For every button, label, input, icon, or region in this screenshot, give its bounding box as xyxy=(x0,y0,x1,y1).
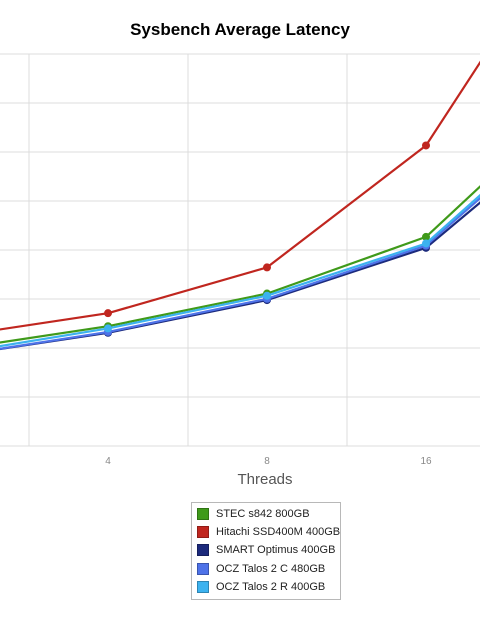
x-tick-label: 16 xyxy=(420,456,432,467)
legend-label: STEC s842 800GB xyxy=(216,508,310,521)
legend-swatch xyxy=(197,580,209,593)
series-line xyxy=(0,196,480,350)
legend-item: OCZ Talos 2 C 480GB xyxy=(192,560,340,578)
series xyxy=(0,185,480,344)
legend-swatch xyxy=(197,526,209,539)
data-point xyxy=(422,239,430,248)
data-point xyxy=(263,263,271,272)
grid-lines xyxy=(0,53,480,447)
legend-item: OCZ Talos 2 R 400GB xyxy=(192,578,340,596)
legend: STEC s842 800GB Hitachi SSD400M 400GB SM… xyxy=(191,502,341,600)
legend-item: SMART Optimus 400GB xyxy=(192,541,340,559)
series-line xyxy=(0,185,480,344)
chart-title: Sysbench Average Latency xyxy=(130,20,350,39)
series xyxy=(0,201,480,351)
series-line xyxy=(0,60,480,331)
data-point xyxy=(104,309,112,318)
x-tick-label: 8 xyxy=(264,456,270,467)
series xyxy=(0,193,480,348)
legend-swatch xyxy=(197,562,209,575)
series-line xyxy=(0,201,480,351)
legend-item: STEC s842 800GB xyxy=(192,505,340,523)
legend-swatch xyxy=(197,544,209,557)
legend-swatch xyxy=(197,508,209,521)
series xyxy=(0,60,480,331)
data-point xyxy=(422,232,430,241)
series-line xyxy=(0,193,480,348)
legend-label: OCZ Talos 2 R 400GB xyxy=(216,580,326,593)
x-tick-labels: 4 8 16 xyxy=(105,456,432,467)
data-point xyxy=(263,291,271,300)
legend-label: OCZ Talos 2 C 480GB xyxy=(216,562,326,575)
x-tick-label: 4 xyxy=(105,456,111,467)
legend-item: Hitachi SSD400M 400GB xyxy=(192,523,340,541)
line-chart: 4 8 16 xyxy=(0,53,480,467)
series-lines xyxy=(0,60,480,351)
data-point xyxy=(104,324,112,333)
data-point xyxy=(422,141,430,150)
legend-label: SMART Optimus 400GB xyxy=(216,544,336,557)
legend-label: Hitachi SSD400M 400GB xyxy=(216,526,341,539)
x-axis-label: Threads xyxy=(237,471,293,488)
